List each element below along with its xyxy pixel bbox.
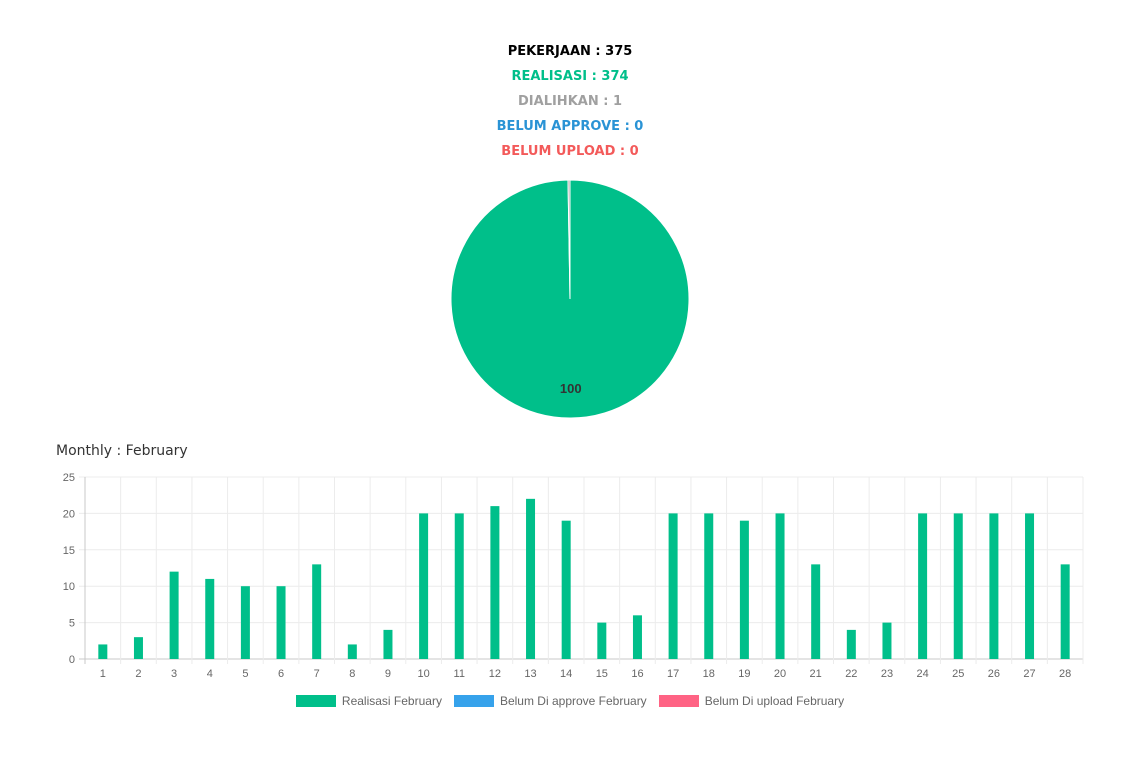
x-tick-label: 27 xyxy=(1023,668,1035,680)
bar-2[interactable] xyxy=(133,637,143,659)
bar-28[interactable] xyxy=(1060,564,1070,659)
bar-19[interactable] xyxy=(739,520,749,659)
y-tick-label: 10 xyxy=(63,581,75,593)
bar-15[interactable] xyxy=(597,622,607,659)
bar-18[interactable] xyxy=(704,513,714,659)
legend-item-2[interactable]: Belum Di upload February xyxy=(658,694,845,708)
bar-16[interactable] xyxy=(632,615,642,659)
bar-20[interactable] xyxy=(775,513,785,659)
x-tick-label: 18 xyxy=(703,668,715,680)
bar-chart-legend: Realisasi February Belum Di approve Febru… xyxy=(0,694,1140,708)
y-tick-label: 0 xyxy=(69,654,75,666)
bar-22[interactable] xyxy=(846,629,856,659)
x-tick-label: 16 xyxy=(631,668,643,680)
x-tick-label: 26 xyxy=(988,668,1000,680)
y-tick-label: 15 xyxy=(63,545,75,557)
bar-6[interactable] xyxy=(276,586,286,659)
bar-10[interactable] xyxy=(419,513,429,659)
bar-23[interactable] xyxy=(882,622,892,659)
pekerjaan-count: PEKERJAAN : 375 xyxy=(507,44,633,59)
legend-item-1[interactable]: Belum Di approve February xyxy=(453,694,647,708)
bar-27[interactable] xyxy=(1025,513,1035,659)
monthly-title: Monthly : February xyxy=(56,443,188,459)
bar-7[interactable] xyxy=(312,564,322,659)
x-tick-label: 13 xyxy=(524,668,536,680)
legend-swatch xyxy=(453,695,494,707)
belum-approve-count: BELUM APPROVE : 0 xyxy=(496,119,644,134)
bar-17[interactable] xyxy=(668,513,678,659)
x-tick-label: 7 xyxy=(314,668,320,680)
bar-24[interactable] xyxy=(918,513,928,659)
y-tick-label: 5 xyxy=(69,618,75,630)
x-tick-label: 8 xyxy=(349,668,355,680)
pie-chart: 100 xyxy=(450,179,690,419)
x-tick-label: 14 xyxy=(560,668,572,680)
bar-26[interactable] xyxy=(989,513,999,659)
x-tick-label: 25 xyxy=(952,668,964,680)
x-tick-label: 2 xyxy=(135,668,141,680)
x-tick-label: 12 xyxy=(489,668,501,680)
summary-block: PEKERJAAN : 375 REALISASI : 374 DIALIHKA… xyxy=(0,42,1140,167)
bar-1[interactable] xyxy=(98,644,108,659)
legend-swatch xyxy=(295,695,336,707)
x-tick-label: 9 xyxy=(385,668,391,680)
x-tick-label: 19 xyxy=(738,668,750,680)
y-tick-label: 25 xyxy=(63,472,75,484)
x-tick-label: 20 xyxy=(774,668,786,680)
x-tick-label: 1 xyxy=(100,668,106,680)
legend-label: Belum Di approve February xyxy=(499,694,647,708)
realisasi-count: REALISASI : 374 xyxy=(511,69,629,84)
x-tick-label: 28 xyxy=(1059,668,1071,680)
bar-4[interactable] xyxy=(205,578,215,659)
x-tick-label: 22 xyxy=(845,668,857,680)
belum-upload-count: BELUM UPLOAD : 0 xyxy=(501,144,639,159)
legend-label: Realisasi February xyxy=(341,694,442,708)
bar-8[interactable] xyxy=(347,644,357,659)
bar-12[interactable] xyxy=(490,506,500,659)
x-tick-label: 15 xyxy=(596,668,608,680)
x-tick-label: 4 xyxy=(207,668,213,680)
legend-swatch xyxy=(658,695,699,707)
x-tick-label: 3 xyxy=(171,668,177,680)
legend-item-0[interactable]: Realisasi February xyxy=(295,694,442,708)
x-tick-label: 24 xyxy=(916,668,928,680)
x-tick-label: 23 xyxy=(881,668,893,680)
bar-11[interactable] xyxy=(454,513,464,659)
bar-3[interactable] xyxy=(169,571,179,659)
pie-slice-label: 100 xyxy=(560,381,582,396)
bar-5[interactable] xyxy=(240,586,250,659)
dialihkan-count: DIALIHKAN : 1 xyxy=(518,94,622,109)
bar-13[interactable] xyxy=(526,498,536,659)
bar-9[interactable] xyxy=(383,629,393,659)
bar-14[interactable] xyxy=(561,520,571,659)
bar-21[interactable] xyxy=(811,564,821,659)
x-tick-label: 6 xyxy=(278,668,284,680)
x-tick-label: 21 xyxy=(810,668,822,680)
x-tick-label: 17 xyxy=(667,668,679,680)
y-tick-label: 20 xyxy=(63,508,75,520)
x-tick-label: 11 xyxy=(454,668,465,680)
bar-25[interactable] xyxy=(953,513,963,659)
x-tick-label: 5 xyxy=(242,668,248,680)
legend-label: Belum Di upload February xyxy=(704,694,845,708)
pie-slice-1[interactable] xyxy=(567,179,571,300)
x-tick-label: 10 xyxy=(417,668,429,680)
